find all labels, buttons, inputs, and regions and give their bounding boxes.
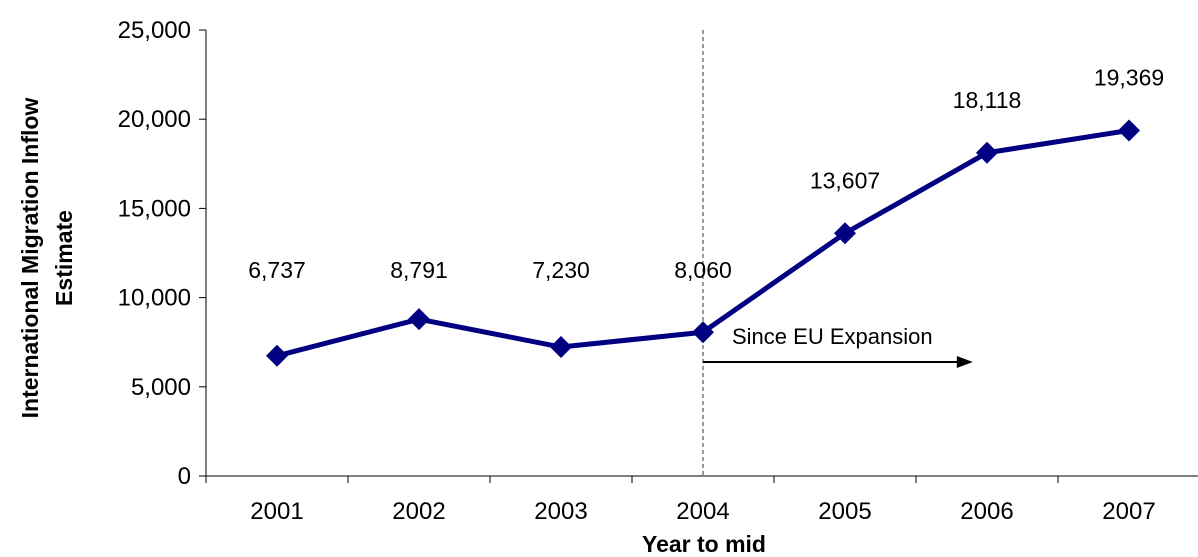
x-tick-label: 2003 xyxy=(534,498,587,525)
x-axis-title: Year to mid xyxy=(642,531,766,557)
y-axis-title-line-2: Estimate xyxy=(51,210,77,306)
annotation-group: Since EU Expansion xyxy=(702,30,973,476)
data-label: 19,369 xyxy=(1094,64,1164,90)
annotation-arrow-head xyxy=(956,356,973,368)
data-point xyxy=(976,141,998,164)
data-label: 6,737 xyxy=(248,257,306,283)
x-tick-label: 2007 xyxy=(1102,498,1155,525)
data-label: 8,791 xyxy=(390,257,448,283)
axes: 0 5,000 10,000 15,000 20,000 25,000 2001 2002 20… xyxy=(118,17,1198,525)
y-tick-label: 20,000 xyxy=(118,106,191,133)
data-point xyxy=(1118,119,1140,142)
data-labels-group: 6,737 8,791 7,230 8,060 13,607 18,118 19,369 xyxy=(248,64,1164,283)
y-tick-label: 10,000 xyxy=(118,285,191,312)
data-label: 7,230 xyxy=(532,257,590,283)
y-tick-label: 0 xyxy=(178,463,191,490)
y-axis-title: International Migration Inflow Estimate xyxy=(17,98,77,419)
x-tick-label: 2002 xyxy=(392,498,445,525)
data-label: 18,118 xyxy=(953,87,1022,113)
y-tick-label: 25,000 xyxy=(118,17,191,44)
y-axis-title-line-1: International Migration Inflow xyxy=(17,98,43,419)
x-tick-label: 2006 xyxy=(960,498,1013,525)
x-tick-label: 2001 xyxy=(250,498,303,525)
series-group xyxy=(266,119,1140,367)
data-point xyxy=(266,344,288,367)
data-point xyxy=(408,308,430,331)
data-label: 8,060 xyxy=(674,257,732,283)
data-point xyxy=(692,321,714,344)
data-point xyxy=(550,336,572,359)
y-tick-label: 5,000 xyxy=(131,374,191,401)
annotation-text: Since EU Expansion xyxy=(732,324,933,349)
x-tick-label: 2004 xyxy=(676,498,729,525)
x-tick-label: 2005 xyxy=(818,498,871,525)
data-point xyxy=(834,222,856,245)
y-tick-label: 15,000 xyxy=(118,195,191,222)
data-label: 13,607 xyxy=(810,167,880,193)
